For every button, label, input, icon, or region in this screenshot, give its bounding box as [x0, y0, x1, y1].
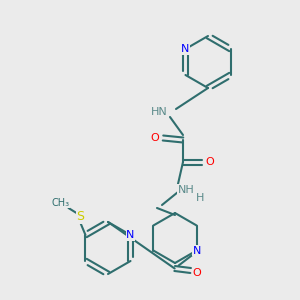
Text: O: O — [192, 268, 201, 278]
Text: O: O — [151, 133, 159, 143]
Text: S: S — [76, 211, 85, 224]
Text: O: O — [206, 157, 214, 167]
Text: N: N — [193, 245, 201, 256]
Text: NH: NH — [178, 185, 194, 195]
Text: N: N — [126, 230, 135, 240]
Text: N: N — [181, 44, 190, 54]
Text: HN: HN — [151, 107, 168, 117]
Text: CH₃: CH₃ — [51, 198, 70, 208]
Text: H: H — [196, 193, 204, 203]
